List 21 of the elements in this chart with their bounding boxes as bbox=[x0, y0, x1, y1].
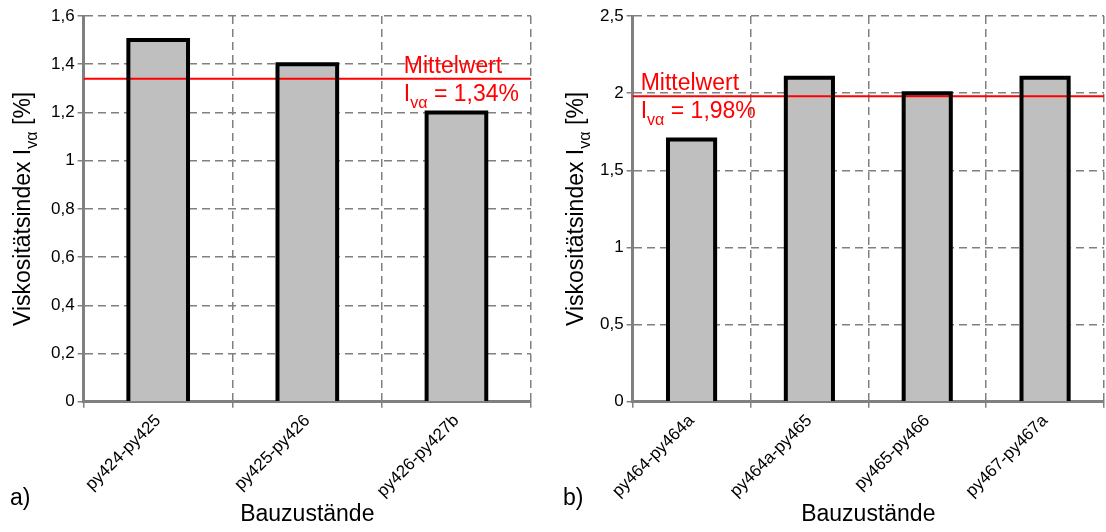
y-axis-title: Viskositätsindex Ivα [%] bbox=[9, 91, 40, 327]
y-tick-label: 2 bbox=[614, 82, 624, 102]
y-tick-label: 0,5 bbox=[599, 314, 624, 334]
y-tick-label: 1,6 bbox=[50, 5, 75, 25]
y-tick-label: 0,4 bbox=[50, 295, 75, 315]
text: a) bbox=[10, 484, 31, 510]
text: b) bbox=[563, 484, 584, 510]
y-tick-label: 1,5 bbox=[599, 160, 624, 179]
y-tick-label: 0 bbox=[614, 391, 624, 411]
x-axis-title: Bauzustände bbox=[801, 499, 936, 526]
y-axis-title: Viskositätsindex Ivα [%] bbox=[562, 91, 593, 327]
y-tick-label: 1,4 bbox=[50, 53, 75, 73]
x-axis-title: Bauzustände bbox=[240, 499, 375, 526]
y-tick-label: 1 bbox=[65, 150, 75, 170]
y-tick-label: 1,2 bbox=[50, 102, 75, 122]
y-tick-label: 0 bbox=[65, 391, 75, 411]
y-tick-label: 2,5 bbox=[599, 5, 624, 25]
y-tick-label: 0,6 bbox=[50, 246, 75, 266]
y-tick-label: 0,2 bbox=[50, 343, 75, 363]
y-tick-label: 1 bbox=[614, 237, 624, 257]
y-tick-label: 0,8 bbox=[50, 198, 75, 218]
